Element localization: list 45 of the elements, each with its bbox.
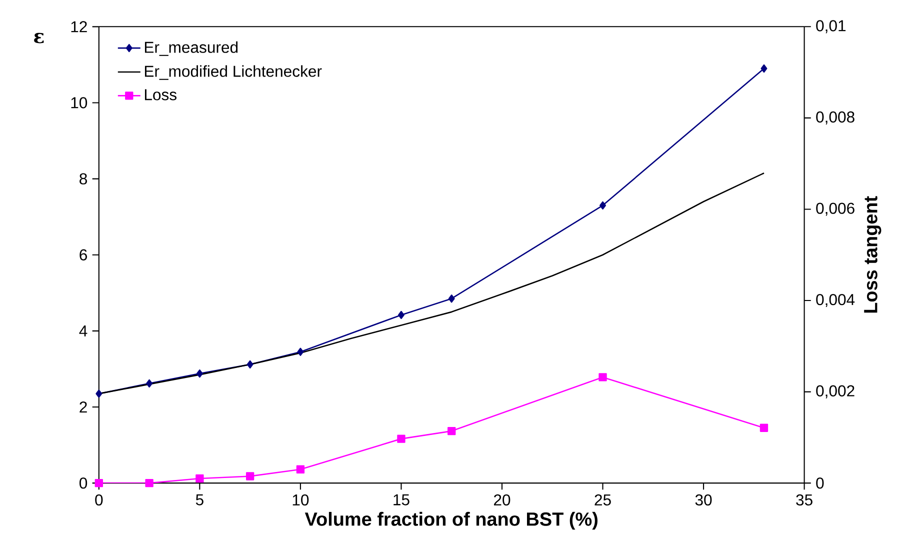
y-tick-label: 8 [80, 173, 87, 184]
x-tick-label: 0 [95, 494, 103, 506]
x-tick-label: 10 [292, 494, 309, 506]
y-tick-label: 2 [80, 401, 87, 412]
point [296, 465, 305, 474]
x-tick-label: 15 [394, 494, 410, 506]
point [600, 201, 606, 210]
point [196, 474, 204, 483]
legend-label: Er_modified Lichtenecker [144, 65, 322, 80]
x-tick-label: 25 [594, 494, 611, 506]
point [448, 426, 456, 436]
x-axis-title: Volume fraction of nano BST (%) [304, 512, 598, 530]
y2-tick-label: 0,002 [816, 385, 854, 398]
point [146, 379, 153, 388]
y-tick-label: 12 [71, 21, 87, 32]
y2-tick-label: 0,01 [816, 20, 846, 34]
point [94, 478, 103, 488]
point [297, 348, 304, 356]
point [397, 434, 406, 443]
y-tick-label: 6 [80, 249, 87, 260]
legend-label: Er_measured [144, 41, 238, 56]
y-axis-title: ε [34, 32, 44, 44]
point [246, 472, 254, 480]
x-tick-label: 35 [796, 494, 812, 506]
point [96, 390, 102, 398]
point [246, 360, 254, 368]
point [760, 424, 768, 432]
y-tick-label: 10 [71, 97, 88, 108]
y2-tick-label: 0,004 [816, 294, 855, 307]
point [398, 310, 404, 319]
legend-label: Loss [144, 89, 176, 100]
y2-axis-title: Loss tangent [864, 196, 882, 313]
point [598, 373, 607, 382]
y2-tick-label: 0,008 [816, 111, 854, 124]
x-tick-label: 5 [196, 494, 204, 506]
point [448, 294, 455, 303]
y-tick-label: 4 [79, 325, 88, 336]
y2-tick-label: 0 [816, 477, 824, 489]
x-tick-label: 20 [494, 494, 510, 506]
x-tick-label: 30 [695, 494, 712, 506]
point [145, 478, 154, 488]
point [196, 369, 203, 378]
y-tick-label: 0 [80, 477, 88, 489]
y2-tick-label: 0,006 [816, 202, 854, 216]
point [760, 64, 768, 73]
